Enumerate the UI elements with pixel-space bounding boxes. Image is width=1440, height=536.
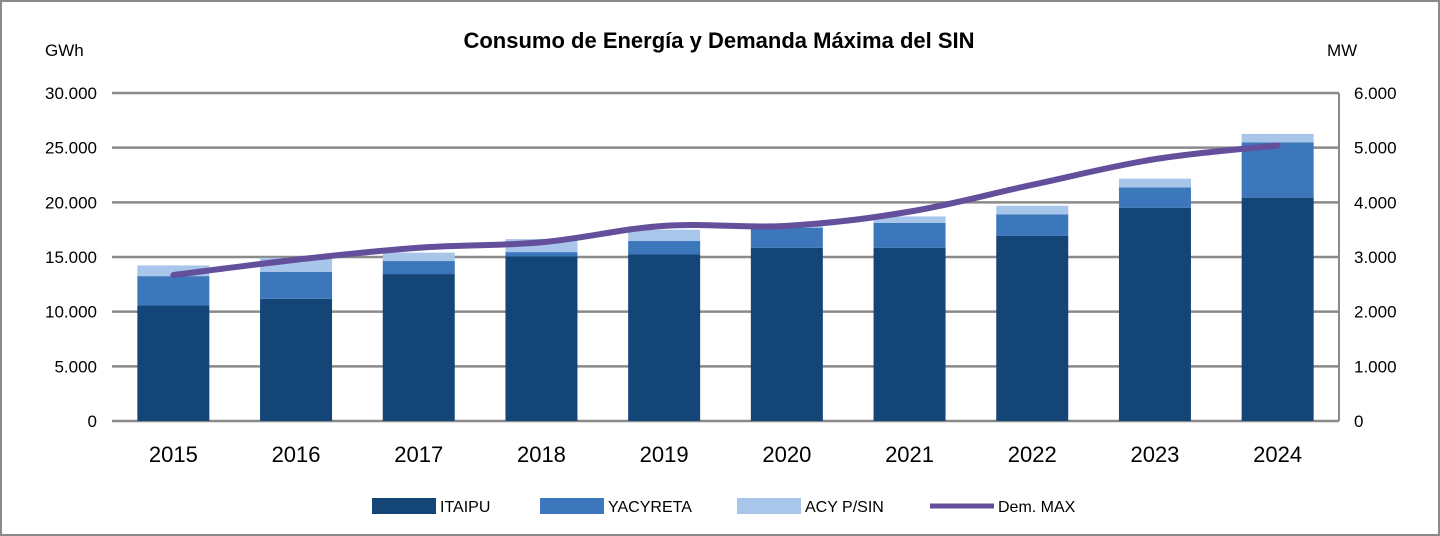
x-tick-label: 2019 [640, 442, 689, 467]
y2-axis-label: MW [1327, 41, 1357, 60]
y2-tick-label: 1.000 [1354, 357, 1397, 376]
legend-item-acy-p-sin: ACY P/SIN [737, 498, 884, 516]
x-tick-label: 2023 [1130, 442, 1179, 467]
y-tick-label: 30.000 [45, 84, 97, 103]
legend-item-yacyreta: YACYRETA [540, 498, 692, 516]
legend-label: ITAIPU [440, 499, 490, 516]
bar-itaipu-2017 [382, 274, 455, 421]
y2-tick-label: 4.000 [1354, 193, 1397, 212]
bar-yacyreta-2015 [137, 276, 210, 306]
x-tick-label: 2022 [1008, 442, 1057, 467]
chart-title: Consumo de Energía y Demanda Máxima del … [463, 28, 974, 53]
y2-tick-label: 0 [1354, 412, 1363, 431]
y2-tick-label: 6.000 [1354, 84, 1397, 103]
x-tick-label: 2021 [885, 442, 934, 467]
legend-label: Dem. MAX [998, 499, 1076, 516]
y-tick-label: 20.000 [45, 193, 97, 212]
bar-itaipu-2023 [1118, 207, 1191, 421]
legend-swatch [737, 498, 801, 514]
bar-yacyreta-2019 [628, 241, 701, 255]
bar-acy-p-sin-2021 [873, 216, 946, 223]
legend-item-itaipu: ITAIPU [372, 498, 490, 516]
y-tick-label: 0 [88, 412, 97, 431]
y2-tick-label: 5.000 [1354, 139, 1397, 158]
y-axis-label: GWh [45, 41, 84, 60]
x-tick-label: 2020 [762, 442, 811, 467]
bar-itaipu-2024 [1241, 197, 1314, 421]
bar-itaipu-2016 [260, 298, 333, 421]
x-tick-label: 2015 [149, 442, 198, 467]
legend-swatch [540, 498, 604, 514]
bar-yacyreta-2022 [996, 214, 1069, 236]
x-tick-label: 2016 [272, 442, 321, 467]
bar-itaipu-2021 [873, 247, 946, 421]
bar-yacyreta-2018 [505, 252, 578, 257]
y-tick-label: 15.000 [45, 248, 97, 267]
legend-label: YACYRETA [608, 499, 692, 516]
bar-acy-p-sin-2017 [382, 252, 455, 262]
bar-itaipu-2022 [996, 235, 1069, 421]
bar-itaipu-2020 [750, 247, 823, 421]
bar-acy-p-sin-2015 [137, 265, 210, 277]
line-dem-max [170, 142, 1281, 279]
bar-itaipu-2019 [628, 254, 701, 421]
legend-label: ACY P/SIN [805, 499, 884, 516]
x-tick-label: 2017 [394, 442, 443, 467]
bar-yacyreta-2023 [1118, 187, 1191, 208]
y-tick-label: 5.000 [54, 357, 97, 376]
bar-acy-p-sin-2024 [1241, 133, 1314, 143]
x-tick-label: 2024 [1253, 442, 1302, 467]
legend-item-dem-max: Dem. MAX [930, 499, 1076, 516]
legend-swatch [372, 498, 436, 514]
bar-acy-p-sin-2023 [1118, 178, 1191, 188]
bar-acy-p-sin-2022 [996, 205, 1069, 215]
y2-tick-label: 3.000 [1354, 248, 1397, 267]
y-tick-label: 25.000 [45, 139, 97, 158]
bar-yacyreta-2017 [382, 261, 455, 275]
bar-yacyreta-2020 [750, 227, 823, 248]
y2-tick-label: 2.000 [1354, 303, 1397, 322]
y-tick-label: 10.000 [45, 303, 97, 322]
bar-yacyreta-2016 [260, 271, 333, 299]
bar-itaipu-2015 [137, 305, 210, 421]
bar-yacyreta-2024 [1241, 142, 1314, 198]
x-tick-label: 2018 [517, 442, 566, 467]
bar-yacyreta-2021 [873, 222, 946, 248]
bar-itaipu-2018 [505, 256, 578, 421]
bar-acy-p-sin-2019 [628, 229, 701, 242]
